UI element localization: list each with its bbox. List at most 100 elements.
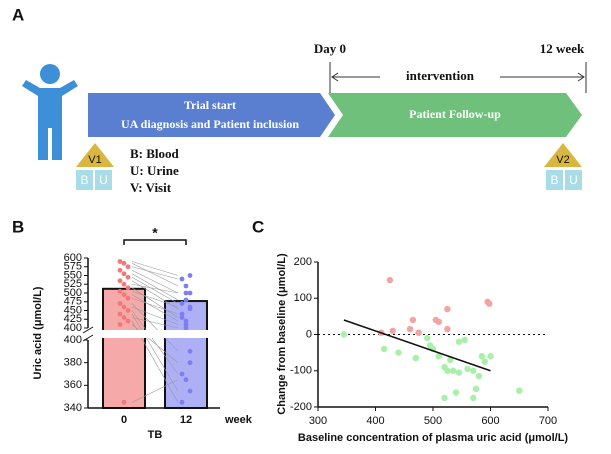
legend-text: U: Urine — [130, 163, 179, 178]
point — [125, 285, 131, 291]
pair-line — [131, 317, 179, 329]
point — [121, 315, 127, 320]
panel-label: A — [12, 5, 24, 24]
point — [409, 316, 417, 324]
point — [187, 360, 193, 366]
x-tick-label: 400 — [366, 415, 384, 427]
x-unit: week — [224, 414, 253, 426]
point — [389, 327, 396, 335]
point — [481, 358, 488, 365]
point — [187, 290, 193, 296]
point — [179, 399, 185, 405]
point — [412, 354, 419, 362]
point — [435, 318, 442, 326]
y-tick-label: -100 — [290, 365, 312, 377]
pair-line — [131, 297, 179, 315]
point — [340, 331, 348, 338]
pair-line — [131, 303, 179, 352]
box — [565, 170, 582, 190]
y-tick-label: 340 — [64, 402, 82, 414]
point — [183, 322, 189, 327]
pair-line — [131, 262, 179, 287]
point — [486, 300, 493, 307]
point — [487, 353, 494, 360]
y-axis-title: Uric acid (μmol/L) — [32, 286, 44, 379]
y-tick-label: 575 — [64, 261, 82, 273]
point — [386, 276, 394, 284]
point — [121, 292, 127, 298]
point — [179, 315, 185, 320]
x-tick-label: 12 — [180, 414, 192, 426]
point — [516, 387, 523, 394]
panel-label: B — [12, 217, 24, 236]
y-tick-label: 550 — [64, 269, 82, 281]
pair-line — [131, 287, 179, 318]
point — [179, 311, 185, 317]
label: Day 0 — [314, 41, 346, 56]
label: Trial start — [184, 98, 236, 112]
y-tick-label: 475 — [64, 296, 82, 308]
y-tick-label: 400 — [64, 322, 82, 334]
point — [121, 281, 127, 287]
x-axis-title: Baseline concentration of plasma uric ac… — [298, 432, 569, 444]
point — [455, 338, 463, 345]
point — [435, 353, 442, 360]
label: B — [80, 173, 88, 187]
point — [179, 371, 185, 377]
visit-triangle — [76, 143, 114, 167]
significance: * — [152, 225, 158, 241]
point — [187, 348, 193, 354]
y-tick-label: 400 — [64, 334, 82, 346]
x-tick-label: 600 — [481, 415, 499, 427]
point — [125, 264, 131, 270]
y-tick-label: 200 — [294, 256, 312, 268]
x-axis-title: TB — [148, 429, 163, 441]
point — [455, 369, 463, 376]
point — [444, 325, 451, 333]
point — [461, 336, 468, 344]
point — [117, 278, 123, 284]
label: Patient Follow-up — [409, 107, 501, 121]
legend-text: B: Blood — [130, 146, 180, 161]
point — [121, 399, 127, 405]
label: U — [569, 173, 578, 187]
point — [183, 325, 189, 331]
pair-line — [131, 276, 179, 304]
y-tick-label: 450 — [64, 304, 82, 316]
point — [447, 356, 454, 364]
person-icon — [22, 64, 78, 160]
trend-line — [343, 319, 491, 372]
y-tick-label: 500 — [64, 287, 82, 299]
label: 12 week — [540, 41, 585, 56]
pair-line — [131, 313, 179, 392]
point — [121, 304, 127, 310]
point — [424, 334, 431, 342]
axis-break — [90, 330, 220, 338]
point — [117, 288, 123, 294]
arrowhead — [331, 72, 585, 82]
pair-line — [131, 283, 179, 294]
point — [183, 377, 189, 383]
label: U — [99, 173, 108, 187]
point — [470, 367, 477, 374]
point — [406, 325, 414, 333]
label: V2 — [556, 154, 569, 166]
point — [183, 318, 189, 324]
point — [125, 295, 131, 301]
point — [117, 311, 123, 317]
point — [117, 322, 123, 327]
point — [415, 329, 422, 336]
panel-label: C — [252, 217, 264, 236]
x-tick-label: 300 — [309, 415, 327, 427]
point — [117, 301, 123, 306]
point — [117, 259, 123, 264]
point — [444, 367, 451, 374]
y-tick-label: 425 — [64, 313, 82, 325]
point — [475, 372, 483, 380]
pair-line — [131, 310, 179, 375]
point — [380, 345, 388, 353]
point — [117, 267, 123, 273]
point — [183, 297, 189, 303]
point — [187, 388, 193, 394]
y-axis-title: Change from baseline (μmol/L) — [276, 253, 288, 415]
